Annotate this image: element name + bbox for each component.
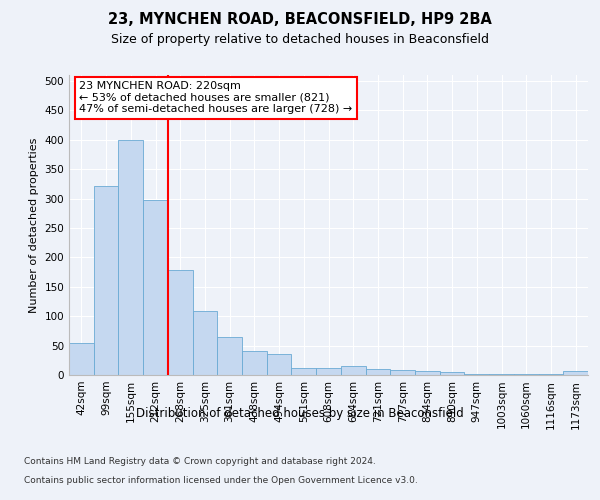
Text: 23 MYNCHEN ROAD: 220sqm
← 53% of detached houses are smaller (821)
47% of semi-d: 23 MYNCHEN ROAD: 220sqm ← 53% of detache… (79, 81, 353, 114)
Bar (489, 374, 514, 375)
Bar (193, 312, 217, 375)
Bar (341, 366, 365, 375)
Y-axis label: Number of detached properties: Number of detached properties (29, 138, 39, 312)
Text: 23, MYNCHEN ROAD, BEACONSFIELD, HP9 2BA: 23, MYNCHEN ROAD, BEACONSFIELD, HP9 2BA (108, 12, 492, 28)
Bar (514, 374, 539, 375)
Bar (390, 370, 415, 375)
Bar (316, 368, 341, 375)
Bar (563, 372, 588, 375)
Bar (415, 372, 440, 375)
Bar (69, 343, 94, 375)
Bar (464, 374, 489, 375)
Bar (292, 368, 316, 375)
Bar (440, 372, 464, 375)
Bar (539, 374, 563, 375)
Bar (365, 369, 390, 375)
Text: Contains public sector information licensed under the Open Government Licence v3: Contains public sector information licen… (24, 476, 418, 485)
Bar (168, 270, 193, 375)
Text: Size of property relative to detached houses in Beaconsfield: Size of property relative to detached ho… (111, 32, 489, 46)
Bar (242, 352, 267, 375)
Bar (217, 337, 242, 375)
Bar (118, 140, 143, 375)
Bar (143, 200, 168, 375)
Text: Distribution of detached houses by size in Beaconsfield: Distribution of detached houses by size … (136, 408, 464, 420)
Bar (94, 186, 118, 375)
Bar (267, 354, 292, 375)
Text: Contains HM Land Registry data © Crown copyright and database right 2024.: Contains HM Land Registry data © Crown c… (24, 458, 376, 466)
